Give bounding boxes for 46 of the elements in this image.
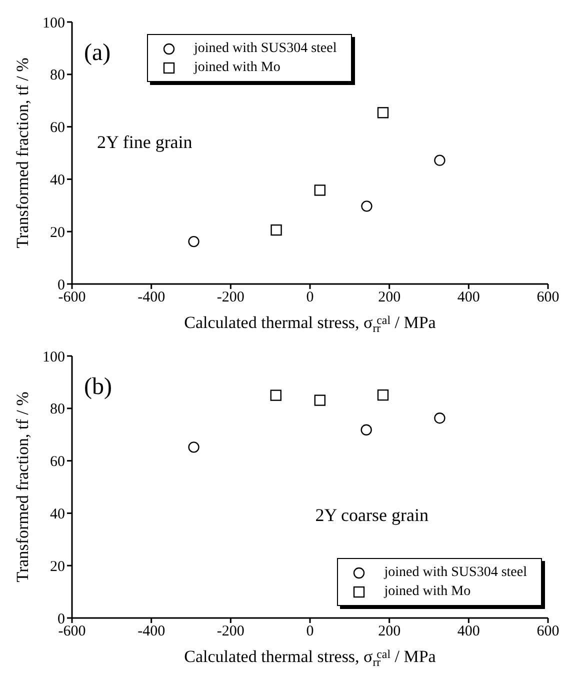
point	[361, 200, 372, 212]
legend-label: joined with Mo	[194, 59, 280, 77]
annotation: (b)	[84, 374, 112, 400]
x-axis-title: Calculated thermal stress, σ$_{rr}$$^{cal}$ / MPa	[184, 312, 436, 336]
point	[188, 442, 200, 453]
x-axis-title: Calculated thermal stress, σ$_{rr}$$^{cal}$ / MPa	[184, 646, 436, 670]
x-tick-label: -400	[138, 624, 166, 640]
x-tick-label: 600	[536, 290, 560, 306]
y-tick-label: 60	[50, 454, 65, 470]
x-tick-label: 0	[306, 624, 314, 640]
legend-label: joined with SUS304 steel	[194, 40, 337, 58]
annotation: (a)	[84, 40, 111, 66]
y-tick-label: 40	[50, 506, 65, 523]
y-tick-label: 60	[50, 120, 65, 136]
point	[188, 236, 200, 248]
y-tick-label: 80	[50, 68, 65, 84]
x-tick-label: 0	[306, 290, 314, 306]
x-tick-label: -200	[216, 290, 244, 306]
y-axis-title: Transformed fraction, tf / %	[13, 392, 32, 582]
x-tick-label: -400	[138, 290, 166, 306]
x-tick-label: 400	[457, 290, 480, 306]
x-tick-label: -200	[216, 624, 244, 640]
point	[270, 224, 282, 236]
annotation: 2Y coarse grain	[315, 505, 429, 526]
x-tick-label: 600	[536, 624, 560, 640]
point	[377, 389, 389, 401]
point	[314, 184, 326, 196]
legend-label: joined with SUS304 steel	[384, 564, 527, 582]
y-tick-label: 20	[50, 224, 65, 241]
y-tick-label: 40	[50, 172, 65, 189]
y-tick-label: 100	[42, 15, 65, 32]
point	[434, 154, 446, 166]
point	[314, 394, 326, 406]
annotation: 2Y fine grain	[97, 132, 192, 152]
y-tick-label: 100	[42, 349, 65, 366]
legend-label: joined with Mo	[384, 583, 471, 601]
x-tick-label: 200	[378, 624, 401, 640]
point	[360, 424, 372, 436]
point	[270, 390, 282, 401]
y-tick-label: 20	[50, 558, 65, 575]
point	[434, 412, 446, 424]
x-tick-label: 200	[378, 290, 401, 306]
point	[377, 107, 389, 118]
y-tick-label: 80	[50, 402, 65, 418]
y-axis-title: Transformed fraction, tf / %	[13, 58, 32, 248]
x-tick-label: 400	[457, 624, 480, 640]
